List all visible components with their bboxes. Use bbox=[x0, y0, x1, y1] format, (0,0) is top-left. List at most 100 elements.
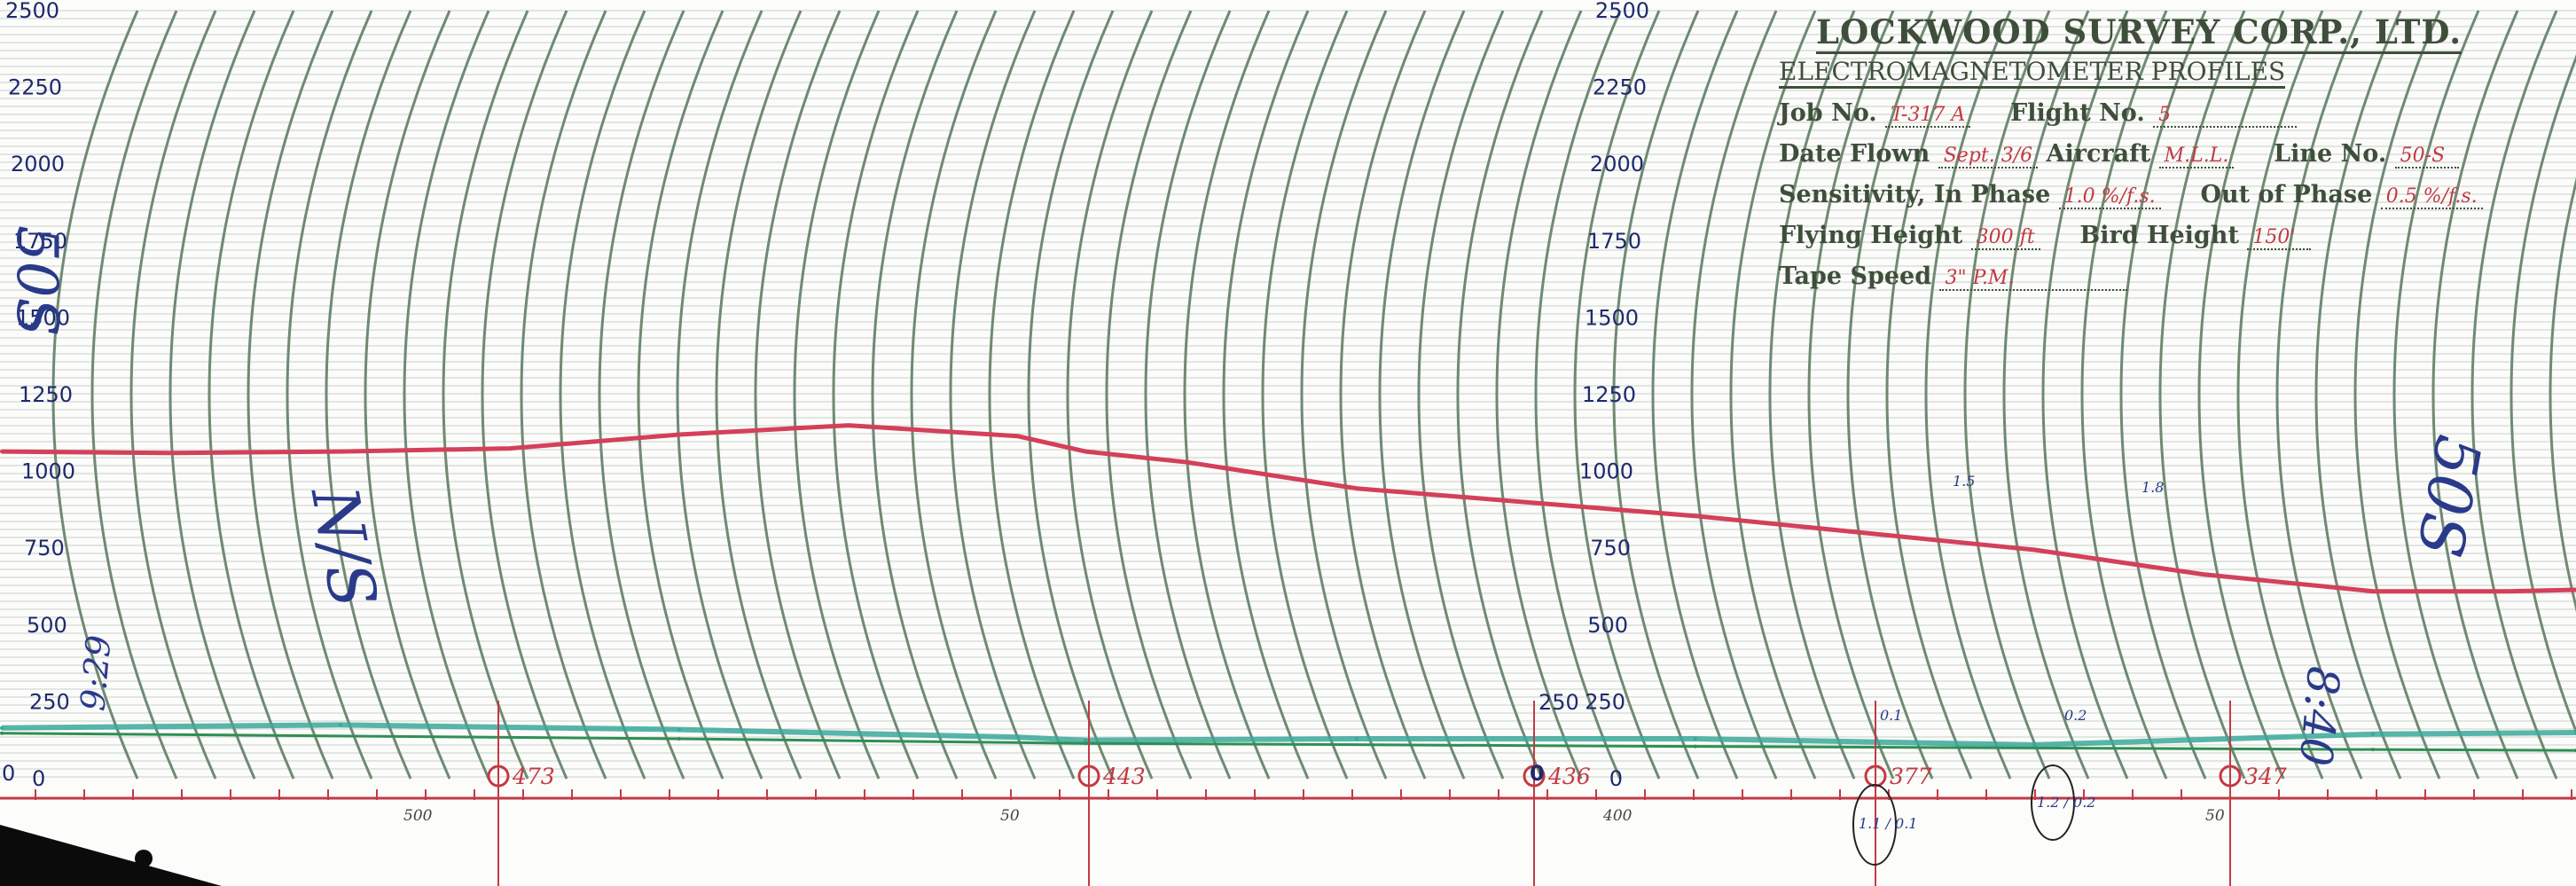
row-tape-speed: Tape Speed 3" P.M. bbox=[1779, 263, 2128, 291]
flight-value: 5 bbox=[2153, 104, 2298, 128]
fiducial-label: 436 bbox=[1547, 764, 1591, 789]
series-point bbox=[0, 725, 4, 730]
recorder-arc bbox=[2549, 176, 2576, 613]
recorder-arc bbox=[1534, 10, 1622, 780]
note-left-top: 50S bbox=[4, 225, 69, 336]
y-tick-label: 500 bbox=[1587, 613, 1628, 638]
line-label: Line No. bbox=[2274, 140, 2387, 168]
recorder-arc bbox=[2275, 10, 2363, 780]
series-point bbox=[677, 736, 681, 741]
y-tick-label: 2000 bbox=[1590, 152, 1644, 176]
series-point bbox=[2032, 742, 2036, 747]
recorder-arc bbox=[520, 10, 607, 780]
y-tick-label: 2500 bbox=[1595, 0, 1649, 23]
series-point bbox=[338, 450, 342, 454]
fiducial-circle bbox=[1077, 764, 1100, 788]
recorder-arc bbox=[364, 10, 451, 780]
recorder-arc bbox=[325, 10, 412, 780]
y-tick-label: 2000 bbox=[11, 152, 65, 176]
fiducial-label: 347 bbox=[2244, 764, 2287, 789]
series-line-1 bbox=[1, 722, 2576, 748]
series-point bbox=[1523, 500, 1528, 505]
recorder-arc bbox=[51, 10, 139, 780]
series-point bbox=[677, 433, 681, 437]
job-label: Job No. bbox=[1779, 99, 1877, 127]
recorder-arc bbox=[1378, 10, 1466, 780]
recorder-arc bbox=[1456, 10, 1544, 780]
series-point bbox=[1084, 450, 1088, 454]
recorder-arc bbox=[949, 10, 1037, 780]
series-point bbox=[1693, 514, 1697, 518]
recorder-arc bbox=[1495, 10, 1583, 780]
y-tick-label: 0 bbox=[32, 766, 45, 791]
anomaly-1-circle bbox=[1852, 784, 1897, 866]
y-tick-label: 1500 bbox=[16, 305, 70, 330]
recorder-arc bbox=[676, 10, 763, 780]
bottom-scale-label: 50 bbox=[2205, 807, 2225, 825]
recorder-arc bbox=[1573, 10, 1661, 780]
y-tick-labels: 2500225020001750150012501000750500250025… bbox=[5, 0, 1649, 791]
recorder-arc bbox=[129, 10, 217, 780]
recorder-arc bbox=[286, 10, 373, 780]
y-tick-label: 1500 bbox=[1585, 305, 1639, 330]
reference-tick-label: 0 bbox=[2, 761, 15, 786]
series-point bbox=[846, 423, 850, 427]
sensitivity-inphase-label: Sensitivity, In Phase bbox=[1779, 181, 2051, 208]
y-tick-label: 750 bbox=[1590, 536, 1631, 561]
recorder-arc bbox=[1690, 10, 1778, 780]
series-line-0 bbox=[1, 423, 2576, 594]
y-tick-label: 1750 bbox=[13, 229, 67, 254]
series-point bbox=[2032, 547, 2036, 552]
punch-hole bbox=[135, 850, 153, 867]
row-date-aircraft-line: Date Flown Sept. 3/6 Aircraft M.L.L. Lin… bbox=[1779, 140, 2459, 169]
recorder-arc bbox=[2119, 10, 2207, 780]
recorder-arc bbox=[1768, 10, 1856, 780]
bottom-scale-label: 500 bbox=[403, 807, 433, 825]
note-small-1: 0.1 bbox=[1880, 707, 1902, 724]
sensitivity-inphase-value: 1.0 %/f.s. bbox=[2058, 185, 2161, 209]
tape-speed-label: Tape Speed bbox=[1779, 263, 1932, 290]
bottom-scale-label: 50 bbox=[1000, 807, 1020, 825]
reference-tick-label: 0 bbox=[1530, 761, 1545, 786]
recorder-arc bbox=[2509, 54, 2576, 735]
recorder-arc bbox=[1183, 10, 1271, 780]
recorder-arc bbox=[832, 10, 920, 780]
series-point bbox=[1693, 744, 1697, 749]
recorder-arc bbox=[2197, 10, 2285, 780]
bottom-scale: 500 50 400 50 bbox=[403, 807, 2225, 825]
note-peak-1: 1.5 bbox=[1953, 473, 1975, 490]
recorder-arc bbox=[403, 10, 490, 780]
series-point bbox=[338, 723, 342, 727]
series-point bbox=[1015, 434, 1020, 438]
y-tick-label: 750 bbox=[24, 536, 65, 561]
series-point bbox=[1354, 736, 1358, 741]
recorder-arc bbox=[1417, 10, 1505, 780]
recorder-arc bbox=[1339, 10, 1427, 780]
row-heights: Flying Height 300 ft Bird Height 150' bbox=[1779, 222, 2312, 250]
recorder-arc bbox=[871, 10, 959, 780]
aircraft-value: M.L.L. bbox=[2158, 145, 2235, 169]
recorder-arc bbox=[168, 10, 256, 780]
recorder-arc bbox=[2353, 10, 2441, 780]
fiducial-label: 473 bbox=[512, 764, 555, 789]
recorder-arc bbox=[793, 10, 881, 780]
fiducial-circle bbox=[487, 764, 510, 788]
series-point bbox=[1354, 486, 1358, 490]
series-point bbox=[2506, 589, 2510, 593]
series-point bbox=[1862, 530, 1867, 535]
flight-label: Flight No. bbox=[2010, 99, 2145, 127]
y-tick-label: 1250 bbox=[19, 382, 73, 407]
note-anomaly-2: 1.2 / 0.2 bbox=[2037, 794, 2095, 811]
recorder-arc bbox=[481, 10, 568, 780]
recorder-arc bbox=[1144, 10, 1232, 780]
y-tick-label: 1000 bbox=[21, 459, 75, 484]
recorder-arc bbox=[442, 10, 529, 780]
recorder-arc bbox=[1222, 10, 1310, 780]
series-point bbox=[2370, 589, 2375, 593]
data-series bbox=[0, 423, 2576, 753]
recorder-arc bbox=[559, 10, 646, 780]
recorder-arc bbox=[715, 10, 803, 780]
recorder-arc bbox=[2392, 10, 2480, 780]
